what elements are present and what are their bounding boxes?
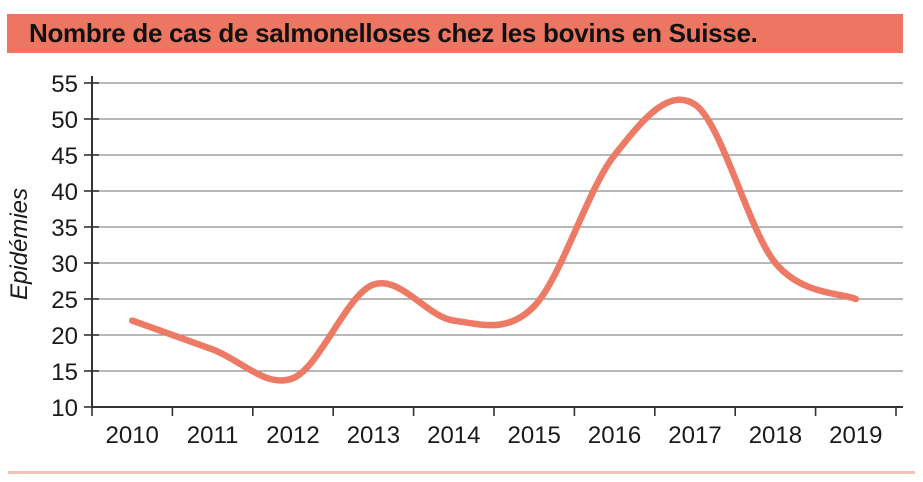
- y-tick-label: 25: [51, 287, 78, 314]
- x-tick-label: 2017: [668, 422, 721, 449]
- data-line-epidemies: [128, 96, 860, 384]
- y-tick-label: 55: [51, 71, 78, 98]
- y-tick-label: 10: [51, 395, 78, 422]
- x-tick-label: 2012: [266, 422, 319, 449]
- y-tick-label: 50: [51, 107, 78, 134]
- x-tick-label: 2016: [588, 422, 641, 449]
- y-tick-label: 35: [51, 215, 78, 242]
- y-tick-label: 30: [51, 251, 78, 278]
- x-tick-label: 2011: [187, 422, 239, 449]
- x-tick-label: 2019: [829, 422, 882, 449]
- y-tick-label: 45: [51, 143, 78, 170]
- x-tick-label: 2014: [427, 422, 480, 449]
- x-tick-label: 2013: [347, 422, 400, 449]
- y-tick-label: 15: [51, 359, 78, 386]
- y-tick-label: 40: [51, 179, 78, 206]
- x-tick-label: 2018: [749, 422, 802, 449]
- x-tick-label: 2010: [106, 422, 159, 449]
- x-tick-label: 2015: [508, 422, 561, 449]
- y-tick-label: 20: [51, 323, 78, 350]
- bottom-divider: [8, 471, 915, 474]
- chart-title: Nombre de cas de salmonelloses chez les …: [29, 18, 758, 48]
- chart-title-band: Nombre de cas de salmonelloses chez les …: [7, 14, 903, 53]
